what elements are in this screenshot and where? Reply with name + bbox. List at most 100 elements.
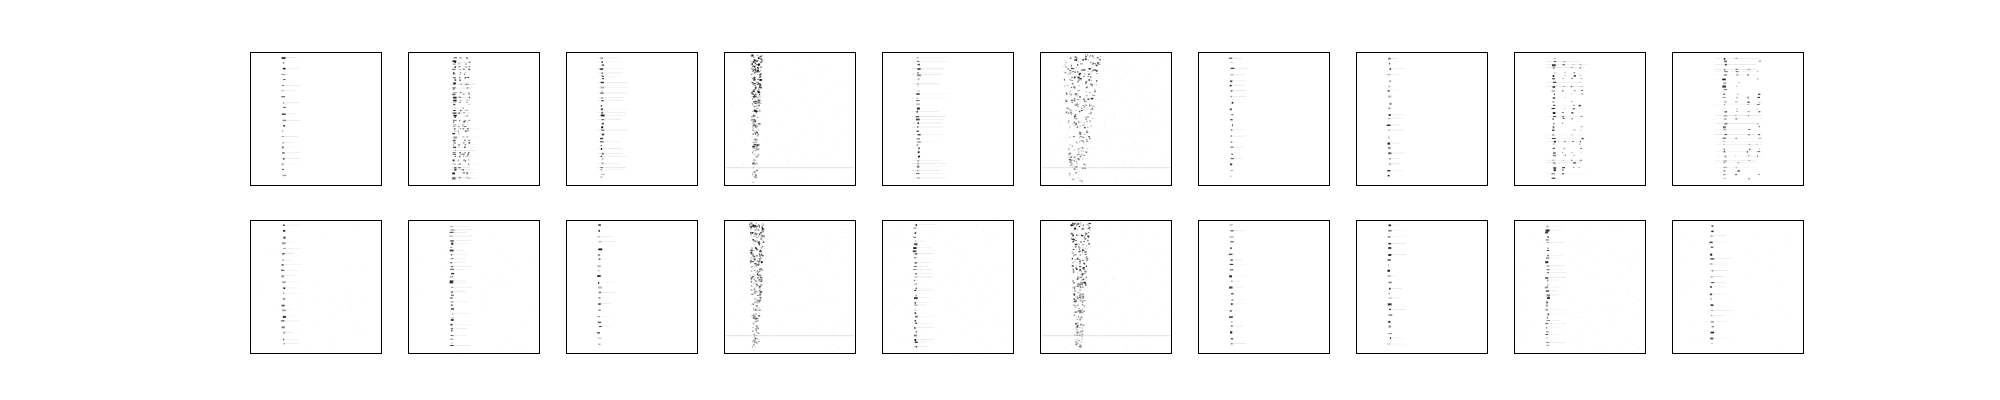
noise-speck xyxy=(1626,259,1628,261)
noise-speck xyxy=(463,261,464,263)
smear-mark xyxy=(1080,136,1083,138)
smear-mark xyxy=(758,70,761,72)
smear-mark xyxy=(1083,126,1086,129)
panel-r2-c3 xyxy=(566,220,698,354)
noise-speck xyxy=(1519,340,1520,342)
noise-speck xyxy=(1641,318,1643,320)
smear-mark xyxy=(753,98,755,100)
noise-speck xyxy=(1088,224,1090,225)
row-mark xyxy=(1553,104,1556,106)
row-mark xyxy=(1551,90,1555,93)
noise-speck xyxy=(997,320,999,322)
row-mark xyxy=(1388,264,1390,267)
noise-speck xyxy=(1521,264,1523,266)
row-mark xyxy=(281,96,286,98)
panel-r1-c3 xyxy=(566,52,698,186)
noise-speck xyxy=(1515,261,1516,263)
smear-mark xyxy=(755,156,758,158)
smear-mark xyxy=(1085,232,1088,235)
noise-speck xyxy=(1105,143,1107,145)
smear-mark xyxy=(1074,261,1076,263)
row-mark xyxy=(453,92,458,93)
noise-speck xyxy=(1070,122,1072,124)
smear-mark xyxy=(1075,240,1077,242)
cluster-mark xyxy=(462,93,465,95)
smear-mark xyxy=(758,99,761,102)
horizontal-band xyxy=(725,167,855,169)
smear-mark xyxy=(753,79,755,81)
smear-mark xyxy=(756,123,758,125)
noise-speck xyxy=(1099,284,1100,286)
noise-speck xyxy=(741,330,743,332)
smear-mark xyxy=(752,83,755,85)
row-mark xyxy=(1723,162,1726,164)
smear-mark xyxy=(753,163,756,165)
noise-speck xyxy=(764,281,766,283)
smear-mark xyxy=(1091,118,1094,119)
panel-image xyxy=(1387,224,1407,345)
row-mark xyxy=(449,249,454,252)
smear-mark xyxy=(761,262,763,264)
noise-speck xyxy=(845,83,846,85)
cluster-mark xyxy=(457,146,461,148)
noise-speck xyxy=(495,343,497,345)
row-mark xyxy=(913,247,917,249)
row-mark xyxy=(1547,284,1549,286)
noise-speck xyxy=(799,265,800,267)
row-mark xyxy=(282,119,287,122)
cluster-mark xyxy=(466,172,468,175)
row-mark xyxy=(1710,309,1713,311)
noise-speck xyxy=(1142,313,1144,315)
smear-mark xyxy=(1079,96,1081,98)
smear-mark xyxy=(1071,113,1072,115)
noise-speck xyxy=(1588,300,1589,302)
row-mark xyxy=(1388,107,1391,110)
noise-speck xyxy=(777,78,779,80)
smear-mark xyxy=(755,101,757,103)
smear-mark xyxy=(1083,167,1086,169)
noise-speck xyxy=(462,352,464,353)
noise-speck xyxy=(964,331,966,333)
smear-mark xyxy=(761,269,763,271)
noise-speck xyxy=(488,311,489,313)
noise-speck xyxy=(1132,130,1134,132)
smear-mark xyxy=(1073,298,1076,300)
smear-mark xyxy=(755,126,758,128)
cluster-mark xyxy=(1561,151,1563,154)
row-mark xyxy=(918,147,920,150)
cluster-mark xyxy=(1573,72,1576,74)
noise-speck xyxy=(825,152,826,154)
smear-mark xyxy=(755,154,757,156)
noise-speck xyxy=(783,247,785,249)
smear-mark xyxy=(1074,288,1075,290)
smear-mark xyxy=(1072,123,1074,125)
smear-mark xyxy=(1073,98,1076,100)
noise-speck xyxy=(1068,171,1070,173)
smear-mark xyxy=(1085,151,1088,153)
horizontal-band xyxy=(725,335,855,337)
noise-speck xyxy=(528,308,530,309)
noise-speck xyxy=(1058,120,1060,122)
smear-mark xyxy=(763,228,765,230)
row-mark xyxy=(281,264,284,266)
noise-speck xyxy=(1146,299,1147,301)
smear-mark xyxy=(1076,344,1078,346)
smear-mark xyxy=(754,62,757,64)
noise-speck xyxy=(1146,248,1148,249)
smear-mark xyxy=(754,247,757,249)
smear-mark xyxy=(1078,121,1080,123)
smear-mark xyxy=(1087,73,1090,75)
noise-speck xyxy=(1076,135,1078,137)
noise-speck xyxy=(1083,325,1085,327)
smear-mark xyxy=(1069,161,1072,164)
smear-mark xyxy=(1079,296,1081,299)
noise-speck xyxy=(758,221,760,223)
noise-speck xyxy=(1110,93,1112,95)
smear-mark xyxy=(754,263,756,265)
row-mark xyxy=(601,158,604,160)
smear-mark xyxy=(1081,279,1084,281)
noise-speck xyxy=(781,147,783,149)
row-mark xyxy=(450,338,454,340)
row-mark xyxy=(450,247,453,248)
smear-mark xyxy=(1071,113,1073,114)
